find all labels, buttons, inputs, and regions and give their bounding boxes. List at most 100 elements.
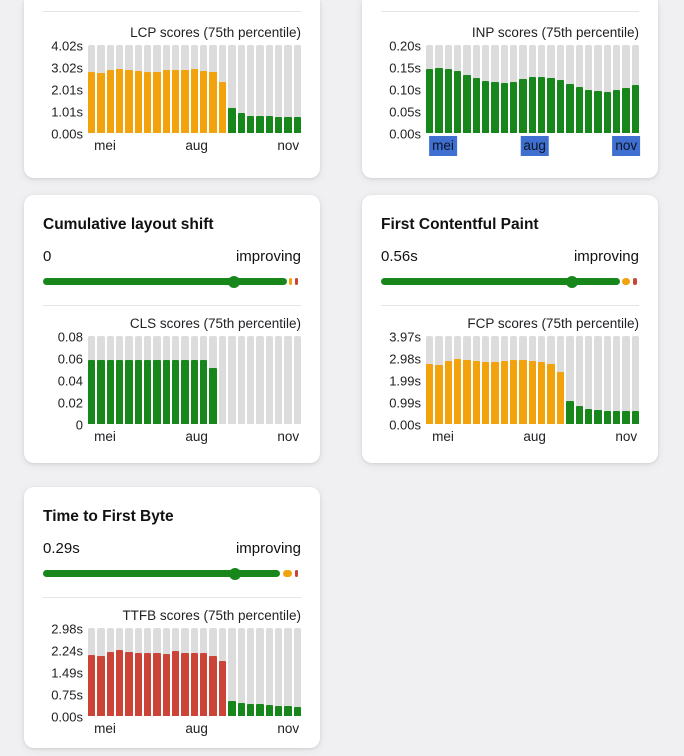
bar bbox=[181, 336, 189, 424]
x-axis: mei aug nov bbox=[88, 137, 301, 156]
p75-marker-dot bbox=[229, 567, 242, 580]
bar bbox=[622, 45, 630, 133]
bar bbox=[162, 336, 171, 424]
bar bbox=[106, 336, 115, 424]
bar bbox=[265, 336, 273, 424]
y-tick: 0.00s bbox=[389, 417, 421, 433]
bar bbox=[125, 336, 133, 424]
card-lcp: LCP scores (75th percentile) 4.02s 3.02s 2… bbox=[24, 0, 320, 178]
card-ttfb: Time to First Byte 0.29s improving TTFB … bbox=[24, 487, 320, 748]
bar bbox=[88, 628, 96, 716]
bar bbox=[153, 336, 161, 424]
bar-plot bbox=[88, 336, 301, 424]
bar bbox=[228, 45, 236, 133]
y-tick: 0.00s bbox=[51, 709, 83, 725]
y-tick: 2.98s bbox=[51, 621, 83, 637]
card-cls: Cumulative layout shift 0 improving CLS … bbox=[24, 195, 320, 463]
poor-segment bbox=[294, 570, 298, 577]
card-fcp: First Contentful Paint 0.56s improving F… bbox=[362, 195, 658, 463]
y-tick: 0.00s bbox=[51, 126, 83, 142]
metric-value: 0.29s bbox=[43, 540, 80, 557]
y-tick: 3.97s bbox=[389, 329, 421, 345]
bar bbox=[172, 45, 180, 133]
bar bbox=[97, 628, 105, 716]
x-tick: mei bbox=[94, 721, 116, 736]
bar bbox=[209, 336, 217, 424]
bar bbox=[463, 45, 471, 133]
bar bbox=[538, 45, 546, 133]
bar bbox=[575, 336, 583, 424]
bar bbox=[284, 336, 292, 424]
y-axis: 0.08 0.06 0.04 0.02 0 bbox=[37, 329, 83, 432]
bar bbox=[622, 336, 630, 424]
x-tick: nov bbox=[612, 136, 641, 156]
bar bbox=[463, 336, 471, 424]
y-tick: 2.98s bbox=[389, 351, 421, 367]
lcp-chart: LCP scores (75th percentile) 4.02s 3.02s 2… bbox=[43, 24, 301, 156]
bar bbox=[181, 45, 189, 133]
bar bbox=[594, 336, 602, 424]
x-tick: aug bbox=[185, 138, 208, 153]
bar bbox=[116, 628, 124, 716]
bar bbox=[426, 336, 434, 424]
bar bbox=[284, 45, 292, 133]
chart-title: LCP scores (75th percentile) bbox=[130, 25, 301, 40]
good-segment bbox=[43, 570, 281, 577]
card-title: Cumulative layout shift bbox=[43, 216, 214, 233]
y-tick: 0.08 bbox=[57, 329, 83, 345]
y-axis: 2.98s 2.24s 1.49s 0.75s 0.00s bbox=[37, 621, 83, 724]
bar bbox=[256, 45, 264, 133]
x-tick: mei bbox=[432, 429, 454, 444]
bar bbox=[603, 45, 611, 133]
bar bbox=[144, 45, 152, 133]
bar bbox=[134, 628, 143, 716]
bar bbox=[228, 628, 236, 716]
bar bbox=[444, 336, 453, 424]
bar-plot bbox=[426, 336, 639, 424]
bar bbox=[97, 336, 105, 424]
distribution-bar bbox=[43, 567, 301, 580]
bar bbox=[246, 45, 255, 133]
bar bbox=[547, 336, 555, 424]
bar bbox=[612, 336, 621, 424]
bar bbox=[265, 628, 273, 716]
y-tick: 0.06 bbox=[57, 351, 83, 367]
divider bbox=[43, 597, 301, 598]
bar bbox=[218, 628, 227, 716]
good-segment bbox=[43, 278, 287, 285]
bar bbox=[482, 45, 490, 133]
bar bbox=[218, 336, 227, 424]
bar bbox=[435, 336, 443, 424]
card-inp: INP scores (75th percentile) 0.20s 0.15s 0… bbox=[362, 0, 658, 178]
bar bbox=[528, 45, 537, 133]
bar bbox=[612, 45, 621, 133]
bar bbox=[246, 628, 255, 716]
bar bbox=[454, 45, 462, 133]
bar bbox=[116, 45, 124, 133]
bar bbox=[228, 336, 236, 424]
bar bbox=[256, 336, 264, 424]
bar bbox=[566, 45, 574, 133]
y-tick: 0.15s bbox=[389, 60, 421, 76]
bar bbox=[426, 45, 434, 133]
bar bbox=[556, 45, 565, 133]
bar-plot bbox=[426, 45, 639, 133]
y-tick: 0.05s bbox=[389, 104, 421, 120]
bar bbox=[444, 45, 453, 133]
bar bbox=[472, 45, 481, 133]
y-tick: 0.00s bbox=[389, 126, 421, 142]
bar bbox=[491, 336, 499, 424]
x-axis: mei aug nov bbox=[88, 720, 301, 739]
bar bbox=[88, 45, 96, 133]
x-axis: mei aug nov bbox=[426, 136, 641, 156]
trend-label: improving bbox=[235, 540, 301, 557]
bar bbox=[209, 45, 217, 133]
x-tick: nov bbox=[277, 721, 300, 736]
ttfb-chart: TTFB scores (75th percentile) 2.98s 2.24s… bbox=[43, 607, 301, 739]
bar-plot bbox=[88, 45, 301, 133]
bar bbox=[88, 336, 96, 424]
bar bbox=[293, 336, 301, 424]
trend-label: improving bbox=[235, 248, 301, 265]
x-tick: nov bbox=[277, 138, 300, 153]
